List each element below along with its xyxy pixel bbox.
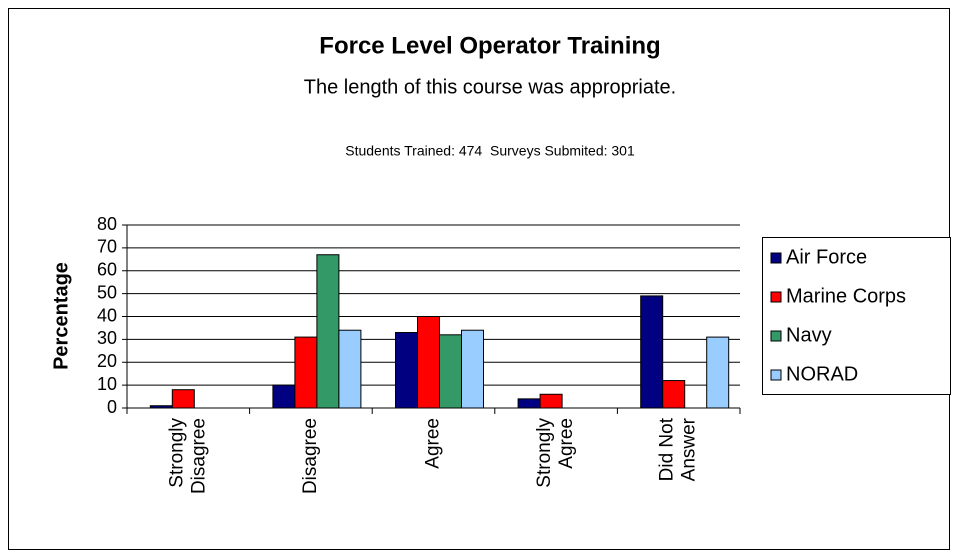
y-tick-label: 20 [97, 351, 117, 371]
annotation: Students Trained: 474 Surveys Submited: … [345, 143, 635, 159]
legend [762, 237, 951, 395]
bar [294, 336, 318, 409]
y-tick-label: 30 [97, 328, 117, 348]
bar [517, 398, 541, 409]
y-tick-label: 10 [97, 374, 117, 394]
y-tick-label: 40 [97, 305, 117, 325]
bar [171, 389, 195, 409]
y-tick-label: 80 [97, 214, 117, 234]
x-tick-label: Disagree [300, 418, 321, 494]
y-tick-label: 0 [107, 397, 117, 417]
y-tick-label: 50 [97, 282, 117, 302]
bar [338, 329, 362, 409]
bar [395, 332, 418, 409]
bar [439, 334, 462, 409]
bar [417, 316, 440, 409]
x-tick-label: Strongly [166, 418, 187, 488]
x-tick-label: Disagree [188, 418, 209, 494]
y-tick-label: 70 [97, 237, 117, 257]
legend-label: Marine Corps [786, 285, 906, 307]
bar [662, 380, 686, 409]
y-axis-label: Percentage [50, 262, 72, 370]
x-tick-label: Agree [423, 418, 444, 469]
bar [640, 295, 664, 409]
legend-swatch [770, 291, 782, 303]
chart-title: Force Level Operator Training [319, 32, 660, 59]
legend-swatch [770, 369, 782, 381]
legend-label: NORAD [786, 363, 858, 385]
bar [316, 254, 340, 409]
y-tick-label: 60 [97, 260, 117, 280]
chart-subtitle: The length of this course was appropriat… [304, 76, 676, 98]
legend-swatch [770, 330, 782, 342]
x-tick-label: Strongly [534, 418, 555, 488]
bar [539, 393, 563, 409]
x-tick-label: Answer [679, 417, 700, 481]
legend-label: Air Force [786, 246, 867, 268]
legend-swatch [770, 252, 782, 264]
bar [706, 336, 730, 409]
x-tick-label: Did Not [657, 417, 678, 481]
bar [149, 405, 173, 409]
legend-label: Navy [786, 324, 832, 346]
bar [272, 384, 296, 409]
bar [461, 329, 484, 409]
x-tick-label: Agree [556, 418, 577, 469]
